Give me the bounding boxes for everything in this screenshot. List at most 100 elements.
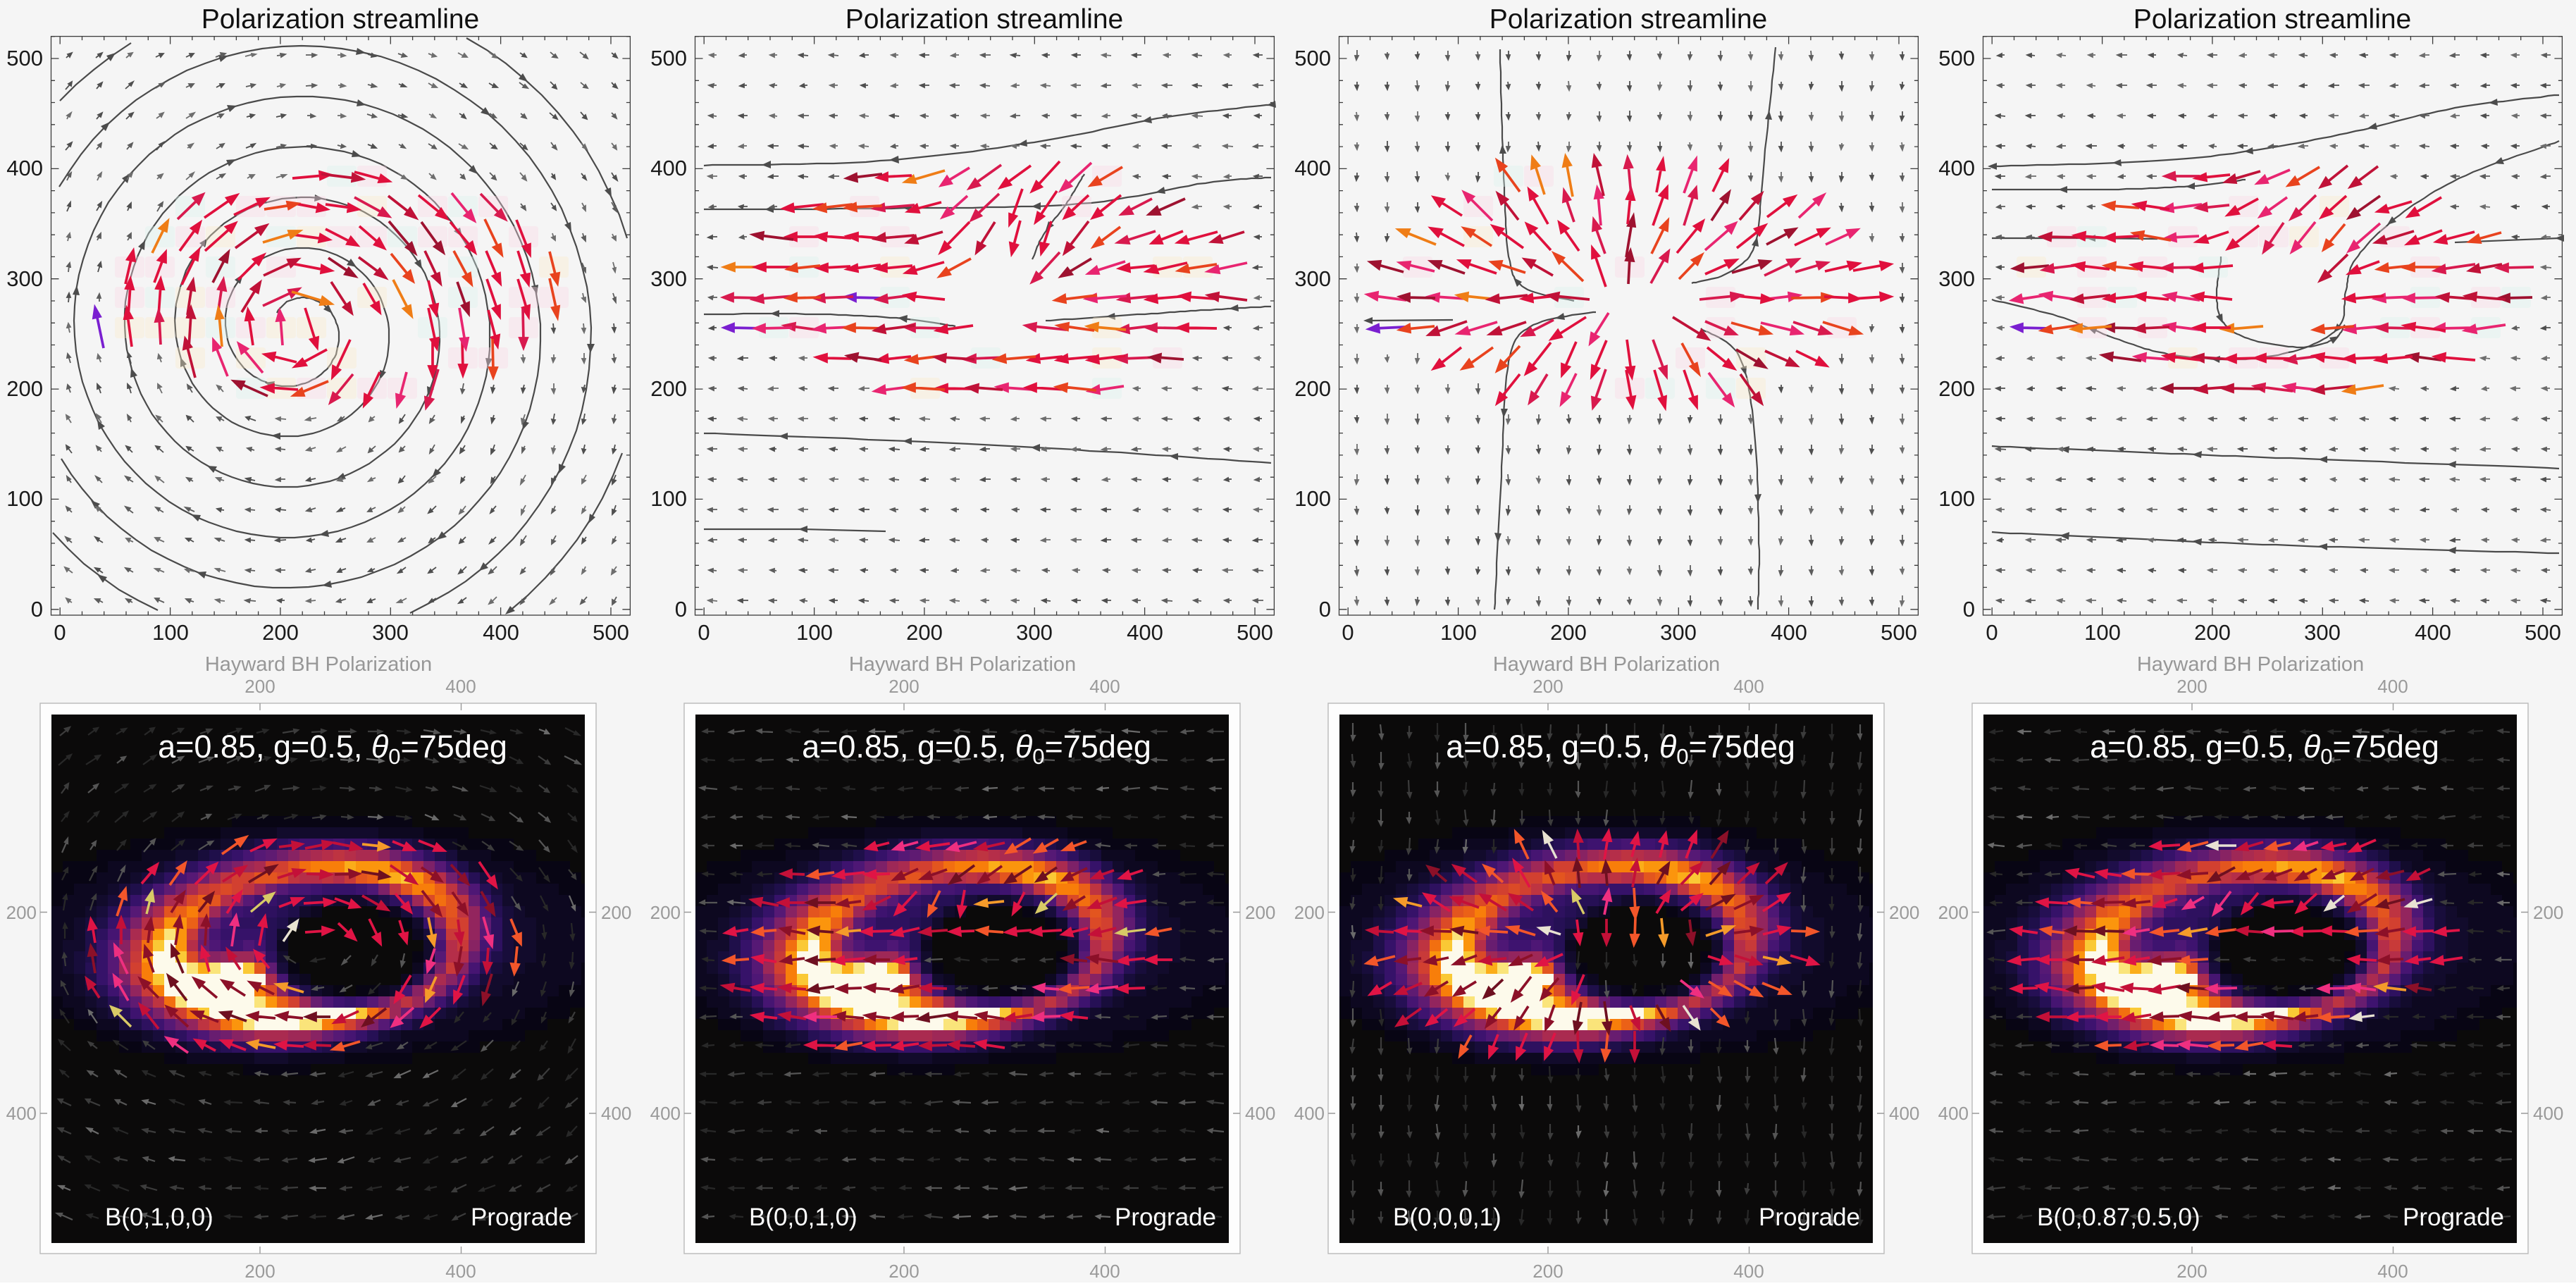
svg-text:500: 500 <box>1237 620 1273 645</box>
svg-text:400: 400 <box>2377 676 2408 697</box>
svg-text:300: 300 <box>1660 620 1697 645</box>
svg-text:200: 200 <box>2176 676 2207 697</box>
svg-text:200: 200 <box>2533 902 2563 923</box>
svg-text:a=0.85, g=0.5, θ0=75deg: a=0.85, g=0.5, θ0=75deg <box>158 729 507 769</box>
svg-text:Prograde: Prograde <box>2403 1204 2504 1231</box>
svg-text:200: 200 <box>1938 376 1975 401</box>
svg-text:400: 400 <box>1294 1103 1325 1124</box>
svg-text:400: 400 <box>445 1261 476 1282</box>
svg-text:Polarization streamline: Polarization streamline <box>1490 4 1768 35</box>
svg-text:400: 400 <box>2533 1103 2563 1124</box>
svg-text:200: 200 <box>1550 620 1587 645</box>
svg-text:300: 300 <box>1938 266 1975 291</box>
svg-text:Prograde: Prograde <box>1759 1204 1860 1231</box>
svg-text:400: 400 <box>650 1103 681 1124</box>
svg-text:400: 400 <box>601 1103 631 1124</box>
svg-text:200: 200 <box>6 376 43 401</box>
svg-text:500: 500 <box>2525 620 2561 645</box>
svg-text:200: 200 <box>262 620 299 645</box>
svg-text:B(0,0,1,0): B(0,0,1,0) <box>749 1204 857 1231</box>
svg-text:200: 200 <box>244 676 275 697</box>
svg-text:Polarization streamline: Polarization streamline <box>846 4 1124 35</box>
svg-text:400: 400 <box>2415 620 2451 645</box>
svg-text:400: 400 <box>650 156 687 180</box>
svg-text:a=0.85, g=0.5, θ0=75deg: a=0.85, g=0.5, θ0=75deg <box>1446 729 1795 769</box>
svg-text:400: 400 <box>1127 620 1163 645</box>
svg-text:200: 200 <box>244 1261 275 1282</box>
svg-text:0: 0 <box>1342 620 1354 645</box>
svg-text:400: 400 <box>1938 1103 1969 1124</box>
svg-text:0: 0 <box>675 597 687 622</box>
svg-text:400: 400 <box>483 620 519 645</box>
svg-text:300: 300 <box>6 266 43 291</box>
svg-text:200: 200 <box>650 902 681 923</box>
svg-text:200: 200 <box>1532 676 1563 697</box>
svg-text:400: 400 <box>1889 1103 1919 1124</box>
svg-text:Prograde: Prograde <box>471 1204 572 1231</box>
svg-text:B(0,1,0,0): B(0,1,0,0) <box>105 1204 213 1231</box>
svg-text:200: 200 <box>1294 902 1325 923</box>
svg-text:100: 100 <box>650 486 687 511</box>
svg-text:200: 200 <box>1938 902 1969 923</box>
svg-text:100: 100 <box>2084 620 2121 645</box>
svg-text:200: 200 <box>1889 902 1919 923</box>
svg-text:400: 400 <box>6 156 43 180</box>
svg-text:Hayward BH Polarization: Hayward BH Polarization <box>2137 653 2364 676</box>
svg-text:500: 500 <box>1881 620 1917 645</box>
svg-text:400: 400 <box>2377 1261 2408 1282</box>
svg-text:200: 200 <box>1532 1261 1563 1282</box>
svg-text:0: 0 <box>1319 597 1331 622</box>
svg-text:400: 400 <box>1294 156 1331 180</box>
svg-text:Prograde: Prograde <box>1115 1204 1216 1231</box>
svg-text:200: 200 <box>2194 620 2231 645</box>
svg-text:300: 300 <box>1294 266 1331 291</box>
svg-text:B(0,0,0,1): B(0,0,0,1) <box>1393 1204 1501 1231</box>
svg-text:400: 400 <box>1089 676 1120 697</box>
svg-text:200: 200 <box>650 376 687 401</box>
svg-text:Hayward BH Polarization: Hayward BH Polarization <box>849 653 1076 676</box>
svg-text:300: 300 <box>2304 620 2341 645</box>
svg-text:100: 100 <box>1938 486 1975 511</box>
svg-text:Polarization streamline: Polarization streamline <box>202 4 480 35</box>
svg-text:400: 400 <box>1938 156 1975 180</box>
svg-text:0: 0 <box>1963 597 1975 622</box>
svg-text:500: 500 <box>1294 46 1331 70</box>
svg-text:Hayward BH Polarization: Hayward BH Polarization <box>205 653 432 676</box>
svg-text:200: 200 <box>906 620 943 645</box>
svg-text:300: 300 <box>1016 620 1053 645</box>
svg-text:100: 100 <box>1440 620 1477 645</box>
svg-text:Hayward BH Polarization: Hayward BH Polarization <box>1493 653 1720 676</box>
svg-text:200: 200 <box>2176 1261 2207 1282</box>
svg-text:300: 300 <box>650 266 687 291</box>
svg-text:500: 500 <box>650 46 687 70</box>
svg-text:200: 200 <box>1294 376 1331 401</box>
svg-text:200: 200 <box>888 676 919 697</box>
svg-text:400: 400 <box>1771 620 1807 645</box>
svg-text:400: 400 <box>1089 1261 1120 1282</box>
svg-text:400: 400 <box>1245 1103 1275 1124</box>
svg-text:500: 500 <box>6 46 43 70</box>
svg-text:0: 0 <box>54 620 66 645</box>
svg-text:200: 200 <box>888 1261 919 1282</box>
svg-text:B(0,0.87,0.5,0): B(0,0.87,0.5,0) <box>2037 1204 2200 1231</box>
svg-text:0: 0 <box>1986 620 1998 645</box>
svg-text:a=0.85, g=0.5, θ0=75deg: a=0.85, g=0.5, θ0=75deg <box>2090 729 2439 769</box>
svg-text:500: 500 <box>593 620 629 645</box>
svg-text:200: 200 <box>1245 902 1275 923</box>
svg-text:200: 200 <box>601 902 631 923</box>
svg-text:400: 400 <box>1733 676 1764 697</box>
svg-text:0: 0 <box>698 620 710 645</box>
svg-text:100: 100 <box>796 620 833 645</box>
svg-text:100: 100 <box>1294 486 1331 511</box>
svg-text:Polarization streamline: Polarization streamline <box>2134 4 2412 35</box>
svg-text:300: 300 <box>372 620 409 645</box>
svg-text:200: 200 <box>6 902 37 923</box>
svg-text:500: 500 <box>1938 46 1975 70</box>
svg-text:a=0.85, g=0.5, θ0=75deg: a=0.85, g=0.5, θ0=75deg <box>802 729 1151 769</box>
svg-text:400: 400 <box>6 1103 37 1124</box>
svg-text:400: 400 <box>445 676 476 697</box>
svg-text:100: 100 <box>152 620 189 645</box>
svg-text:0: 0 <box>31 597 43 622</box>
svg-text:100: 100 <box>6 486 43 511</box>
svg-text:400: 400 <box>1733 1261 1764 1282</box>
